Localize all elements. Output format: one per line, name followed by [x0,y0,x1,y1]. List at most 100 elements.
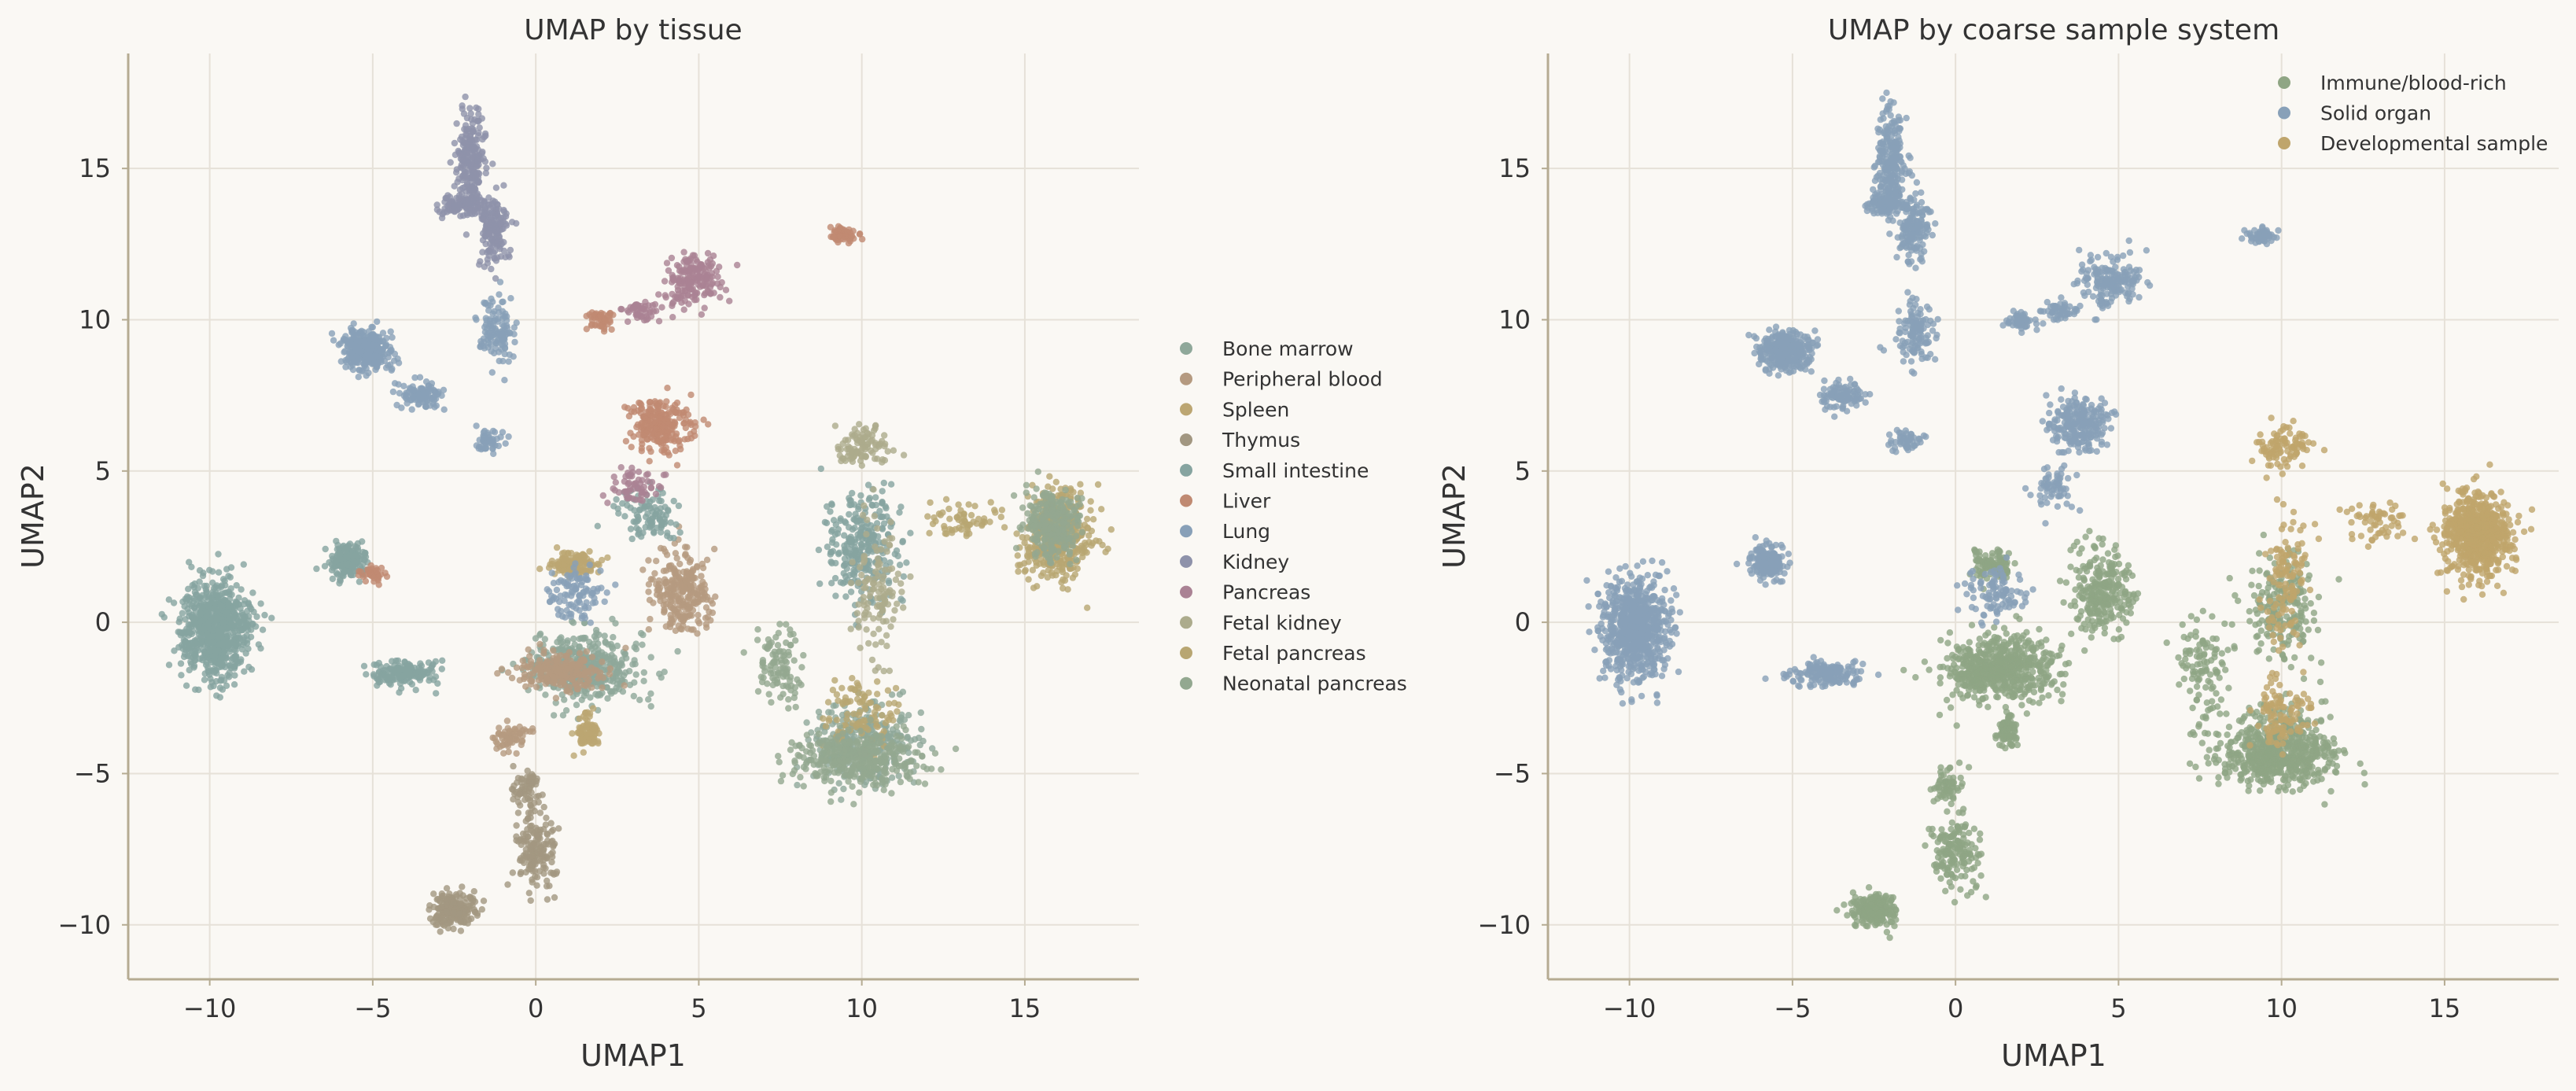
scatter-point [365,356,372,363]
scatter-point [481,216,488,223]
scatter-point [214,627,222,635]
scatter-point [640,677,647,684]
scatter-point [192,608,199,615]
scatter-point [626,668,633,675]
scatter-point [821,518,829,526]
scatter-point [544,896,551,903]
scatter-point [846,226,853,234]
scatter-point [356,348,363,355]
scatter-point [440,406,448,413]
scatter-point [714,273,721,281]
scatter-point [489,160,496,168]
scatter-point [869,502,876,509]
scatter-point [243,632,250,639]
scatter-point [545,663,552,671]
scatter-point [477,337,485,345]
scatter-point [690,626,697,633]
scatter-point [219,619,227,626]
scatter-point [443,895,450,903]
scatter-point [580,749,587,756]
scatter-point [499,298,506,306]
scatter-point [647,615,654,623]
scatter-point [602,639,609,647]
scatter-point [575,552,582,559]
scatter-point [656,415,663,422]
scatter-point [576,650,584,657]
scatter-point [186,558,193,566]
scatter-point [499,331,507,338]
scatter-point [674,647,681,655]
scatter-point [846,510,853,518]
scatter-point [446,201,453,208]
scatter-point [460,162,467,169]
scatter-point [550,580,558,587]
scatter-point [846,546,853,553]
scatter-point [518,738,525,746]
scatter-point [555,825,562,832]
scatter-point [673,555,680,562]
scatter-point [622,437,630,445]
scatter-point [540,803,547,811]
scatter-point [649,576,657,583]
scatter-point [490,323,497,330]
scatter-point [651,569,658,577]
scatter-point [529,853,536,860]
scatter-point [228,591,235,599]
scatter-point [533,882,540,889]
scatter-point [483,164,490,171]
scatter-point [559,712,567,719]
scatter-point [654,587,661,594]
scatter-point [492,227,499,234]
scatter-point [336,580,343,587]
scatter-point [261,611,268,619]
scatter-point [577,681,585,689]
grid [128,53,1139,979]
scatter-point [563,665,571,673]
scatter-point [193,591,201,598]
scatter-point [408,406,415,413]
scatter-point [621,513,628,520]
scatter-point [657,597,664,605]
scatter-point [495,730,502,737]
scatter-point [563,606,570,614]
scatter-point [459,102,466,109]
scatter-point [591,728,599,735]
scatter-point [634,513,642,521]
scatter-point [645,696,652,703]
scatter-point [869,536,877,543]
scatter-point [829,526,836,534]
scatter-point [905,712,912,719]
scatter-point [470,888,477,895]
scatter-point [563,652,570,660]
scatter-point [670,497,677,505]
scatter-point [703,556,711,563]
scatter-point [513,664,521,671]
scatter-point [653,507,661,514]
scatter-point [573,605,580,612]
scatter-point [479,237,487,244]
scatter-point [612,661,619,668]
scatter-point [211,669,218,676]
scatter-point [356,367,363,374]
scatter-point [669,422,676,429]
scatter-point [840,785,847,793]
scatter-point [655,577,662,584]
scatter-point [527,897,534,905]
scatter-point [438,392,445,400]
scatter-point [467,110,474,117]
scatter-point [237,619,244,626]
scatter-point [641,503,648,510]
scatter-point [213,692,220,699]
scatter-point [388,367,395,374]
scatter-point [606,665,614,673]
scatter-point [238,610,245,617]
scatter-point [888,691,896,698]
scatter-point [896,509,903,516]
scatter-point [643,429,650,437]
scatter-point [544,586,551,593]
chart-title: UMAP by tissue [524,14,742,46]
scatter-point [474,118,481,125]
scatter-point [240,561,247,568]
scatter-point [496,245,503,252]
scatter-point [584,587,591,594]
